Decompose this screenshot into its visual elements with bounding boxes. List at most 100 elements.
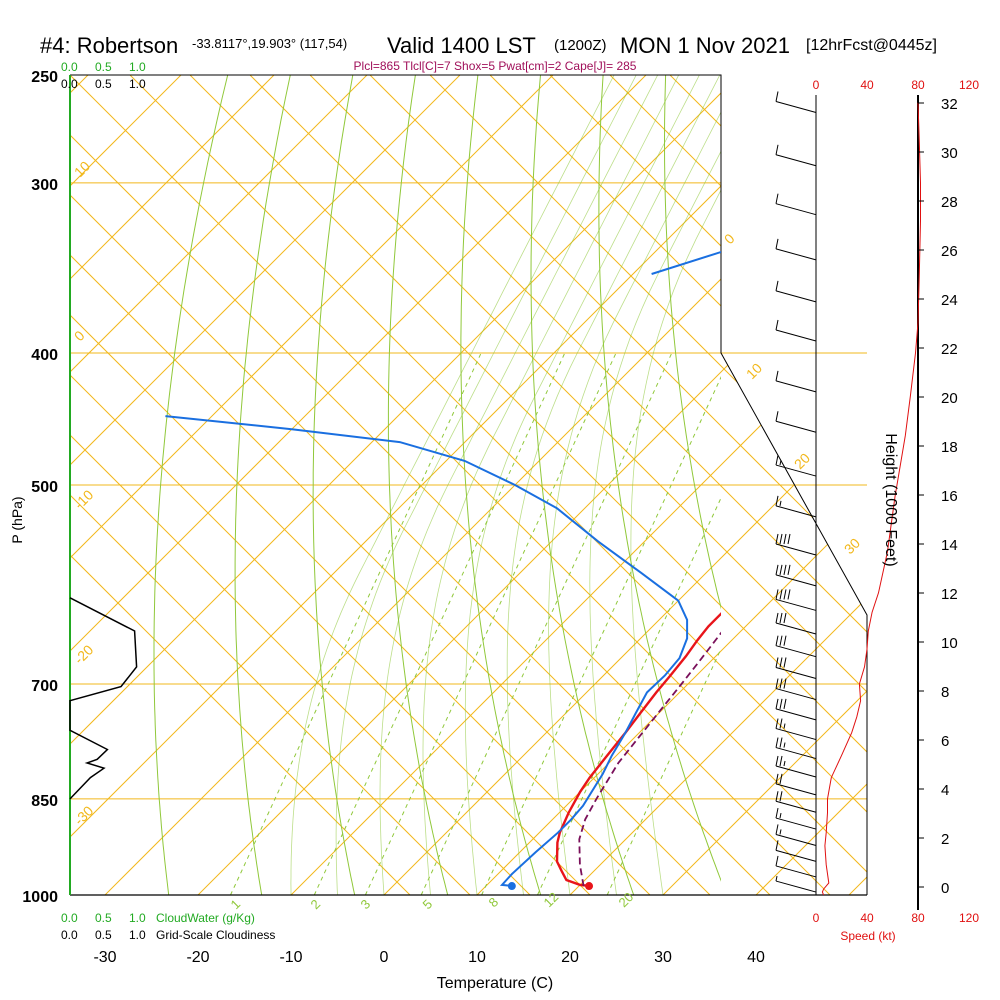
x-tick--20: -20 bbox=[186, 949, 209, 966]
isobars bbox=[70, 74, 867, 896]
wind-speed-panel bbox=[821, 102, 921, 896]
cl-top-1: 0.5 bbox=[95, 77, 112, 91]
y-tick-850: 850 bbox=[31, 793, 58, 810]
moist-adiabat-20 bbox=[548, 111, 721, 895]
height-tick-14: 14 bbox=[941, 537, 958, 554]
surface-temp-dot bbox=[585, 882, 594, 891]
wind-barb bbox=[775, 280, 817, 303]
isotherm-label: -30 bbox=[71, 802, 97, 828]
wind-barb bbox=[775, 612, 817, 635]
cl-top-0: 0.0 bbox=[61, 77, 78, 91]
wind-barb bbox=[775, 193, 817, 216]
wind-barb bbox=[775, 657, 817, 679]
wind-barb bbox=[775, 791, 817, 813]
frame-right-edge bbox=[70, 74, 868, 895]
cw-bot-0: 0.0 bbox=[61, 911, 78, 925]
height-tick-28: 28 bbox=[941, 194, 958, 211]
cl-bot-0: 0.0 bbox=[61, 928, 78, 942]
speed-scale-bottom: 0 40 80 120 Speed (kt) bbox=[813, 911, 980, 943]
mixing-line-3 bbox=[364, 352, 617, 895]
dewpoint-upper-line bbox=[651, 250, 721, 275]
mixing-label-5: 5 bbox=[420, 896, 436, 912]
mixing-line-12 bbox=[537, 496, 721, 895]
height-tick-32: 32 bbox=[941, 96, 958, 113]
wind-barb bbox=[775, 737, 817, 760]
indices-line: Plcl=865 Tlcl[C]=7 Shox=5 Pwat[cm]=2 Cap… bbox=[354, 59, 637, 73]
wind-barb bbox=[775, 238, 817, 261]
x-tick-0: 0 bbox=[380, 949, 389, 966]
isotherm-diag-13 bbox=[849, 75, 867, 895]
x-tick-40: 40 bbox=[747, 949, 765, 966]
isotherm-label: 10 bbox=[743, 360, 765, 382]
height-tick-12: 12 bbox=[941, 586, 958, 603]
speed-axis-label: Speed (kt) bbox=[840, 929, 895, 943]
isotherm-diag--6 bbox=[70, 75, 531, 895]
height-tick-6: 6 bbox=[941, 733, 949, 750]
isotherm-diag-15 bbox=[970, 75, 1000, 895]
spd-bot-1: 40 bbox=[860, 911, 874, 925]
cl-bot-2: 1.0 bbox=[129, 928, 146, 942]
isotherm-label: 10 bbox=[71, 158, 93, 180]
isotherm-diag--2 bbox=[70, 75, 771, 895]
wind-barb bbox=[775, 755, 817, 778]
cl-top-2: 1.0 bbox=[129, 77, 146, 91]
x-axis-label: Temperature (C) bbox=[437, 975, 553, 992]
moist-adiabat--10 bbox=[290, 75, 615, 895]
cl-bot-1: 0.5 bbox=[95, 928, 112, 942]
isotherm-diag-3 bbox=[249, 75, 867, 895]
cw-bot-label: CloudWater (g/Kg) bbox=[156, 911, 255, 925]
moist-adiabat-15 bbox=[506, 75, 721, 895]
y-tick-labels: 250 300 400 500 700 850 1000 bbox=[22, 69, 58, 906]
dry-adiabat-350 bbox=[853, 75, 1000, 895]
spd-top-3: 120 bbox=[959, 78, 979, 92]
height-tick-0: 0 bbox=[941, 880, 949, 897]
y-tick-700: 700 bbox=[31, 678, 58, 695]
wind-barb bbox=[775, 91, 817, 113]
dry-adiabat-280 bbox=[387, 75, 449, 895]
isotherm-diag-8 bbox=[549, 75, 867, 895]
isotherm-30 bbox=[662, 75, 867, 895]
dry-adiabats bbox=[153, 75, 1000, 895]
isotherm--80 bbox=[70, 75, 461, 895]
height-tick-30: 30 bbox=[941, 145, 958, 162]
isotherm-diag-5 bbox=[369, 75, 867, 895]
mixing-label-12: 12 bbox=[541, 889, 562, 910]
isotherm-diag--3 bbox=[70, 75, 711, 895]
moist-adiabats bbox=[290, 75, 721, 895]
height-tick-20: 20 bbox=[941, 390, 958, 407]
cw-top-1: 0.5 bbox=[95, 60, 112, 74]
dry-adiabat-270 bbox=[312, 75, 356, 895]
mixing-line-5 bbox=[420, 352, 673, 895]
valid-date: MON 1 Nov 2021 bbox=[620, 33, 790, 58]
isotherm-label: 30 bbox=[841, 535, 863, 557]
header: #4: Robertson -33.8117°,19.903° (117,54)… bbox=[40, 33, 937, 73]
utc-time: (1200Z) bbox=[554, 37, 607, 54]
wind-barb bbox=[775, 807, 817, 830]
cw-top-2: 1.0 bbox=[129, 60, 146, 74]
isotherm-diag-4 bbox=[309, 75, 867, 895]
spd-top-1: 40 bbox=[860, 78, 874, 92]
height-tick-2: 2 bbox=[941, 831, 949, 848]
wind-barb bbox=[775, 319, 817, 342]
cloud-scale-bottom: 0.0 0.5 1.0 CloudWater (g/Kg) 0.0 0.5 1.… bbox=[61, 911, 275, 942]
height-tick-24: 24 bbox=[941, 292, 958, 309]
wind-barb bbox=[775, 855, 817, 878]
dry-adiabat-320 bbox=[663, 75, 721, 610]
isotherm--20 bbox=[197, 75, 867, 895]
wind-barb bbox=[775, 454, 817, 477]
y-tick-300: 300 bbox=[31, 177, 58, 194]
cw-bot-2: 1.0 bbox=[129, 911, 146, 925]
y-tick-1000: 1000 bbox=[22, 889, 58, 906]
x-tick-30: 30 bbox=[654, 949, 672, 966]
mixing-line-20 bbox=[606, 647, 721, 895]
profiles bbox=[165, 250, 721, 891]
dry-adiabat-290 bbox=[460, 75, 542, 895]
isotherm-diag--4 bbox=[70, 75, 651, 895]
cw-top-0: 0.0 bbox=[61, 60, 78, 74]
wind-speed-line bbox=[821, 102, 921, 896]
height-tick-16: 16 bbox=[941, 488, 958, 505]
dry-adiabat-300 bbox=[530, 75, 635, 895]
y-tick-500: 500 bbox=[31, 479, 58, 496]
isotherm--70 bbox=[70, 75, 554, 895]
